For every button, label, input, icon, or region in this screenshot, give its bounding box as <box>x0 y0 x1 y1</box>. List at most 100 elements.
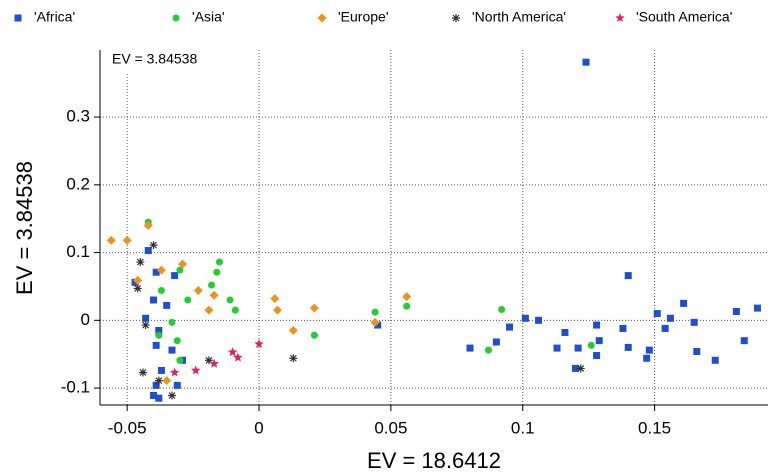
point <box>155 326 163 334</box>
point <box>149 241 158 250</box>
point <box>215 258 223 266</box>
point <box>582 58 590 66</box>
legend-label: 'South America' <box>636 9 732 25</box>
point <box>173 381 181 389</box>
point <box>154 376 163 385</box>
point <box>653 310 661 318</box>
point <box>576 364 585 373</box>
y-tick-label: 0.2 <box>66 174 90 193</box>
point <box>593 321 601 329</box>
point <box>133 275 143 285</box>
point <box>150 296 158 304</box>
point <box>535 316 543 324</box>
point <box>152 341 160 349</box>
point <box>150 392 158 400</box>
point <box>661 324 669 332</box>
y-tick-label: 0.3 <box>66 107 90 126</box>
legend-marker <box>172 14 180 22</box>
point <box>553 344 561 352</box>
point <box>645 346 653 354</box>
point <box>141 321 150 330</box>
point <box>711 356 719 364</box>
point <box>498 305 506 313</box>
point <box>595 337 603 345</box>
y-tick-label: 0 <box>81 310 90 329</box>
legend-label: 'Africa' <box>34 9 75 25</box>
point <box>142 314 150 322</box>
point <box>753 304 761 312</box>
point <box>624 272 632 280</box>
legend-marker <box>14 14 22 22</box>
point <box>587 341 595 349</box>
y-axis-label: EV = 3.84538 <box>12 161 37 295</box>
point <box>624 343 632 351</box>
point <box>561 329 569 337</box>
point <box>136 258 145 267</box>
point <box>190 365 201 375</box>
point <box>131 278 139 286</box>
point <box>184 296 192 304</box>
legend-marker <box>317 13 327 23</box>
x-tick-label: 0.1 <box>511 418 535 437</box>
point <box>155 331 163 339</box>
point <box>740 337 748 345</box>
point <box>402 292 412 302</box>
point <box>690 318 698 326</box>
point <box>144 247 152 255</box>
point <box>643 354 651 362</box>
point <box>227 347 238 357</box>
annotation-box <box>104 46 216 72</box>
point <box>209 358 219 368</box>
point <box>371 308 379 316</box>
point <box>289 354 298 363</box>
point <box>155 394 163 402</box>
point <box>157 366 165 374</box>
point <box>213 268 221 276</box>
x-tick-label: 0.15 <box>638 418 671 437</box>
point <box>492 338 500 346</box>
x-tick-label: 0.05 <box>374 418 407 437</box>
point <box>193 286 203 296</box>
point <box>403 302 411 310</box>
point <box>732 308 740 316</box>
point <box>226 296 234 304</box>
point <box>176 266 184 274</box>
y-tick-label: 0.1 <box>66 242 90 261</box>
x-tick-label: -0.05 <box>108 418 147 437</box>
point <box>106 235 116 245</box>
legend-marker <box>452 14 460 22</box>
point <box>619 324 627 332</box>
point <box>204 356 213 365</box>
point <box>168 318 176 326</box>
point <box>680 299 688 307</box>
point <box>374 321 382 329</box>
point <box>204 305 214 315</box>
point <box>521 314 529 322</box>
point <box>122 235 132 245</box>
point <box>143 220 153 230</box>
point <box>163 301 171 309</box>
point <box>168 346 176 354</box>
point <box>176 356 184 364</box>
point <box>254 339 264 349</box>
point <box>233 352 243 362</box>
point <box>169 367 180 377</box>
legend-label: 'Asia' <box>192 9 225 25</box>
point <box>693 347 701 355</box>
point <box>167 391 176 400</box>
point <box>466 344 474 352</box>
point <box>178 259 188 269</box>
legend-marker <box>615 13 625 23</box>
point <box>231 306 239 314</box>
point <box>208 281 216 289</box>
annotation: EV = 3.84538 <box>112 51 197 67</box>
point <box>133 284 142 293</box>
point <box>270 294 280 304</box>
point <box>484 346 492 354</box>
point <box>288 325 298 335</box>
point <box>171 272 179 280</box>
point <box>272 305 282 315</box>
point <box>152 381 160 389</box>
point <box>571 364 579 372</box>
